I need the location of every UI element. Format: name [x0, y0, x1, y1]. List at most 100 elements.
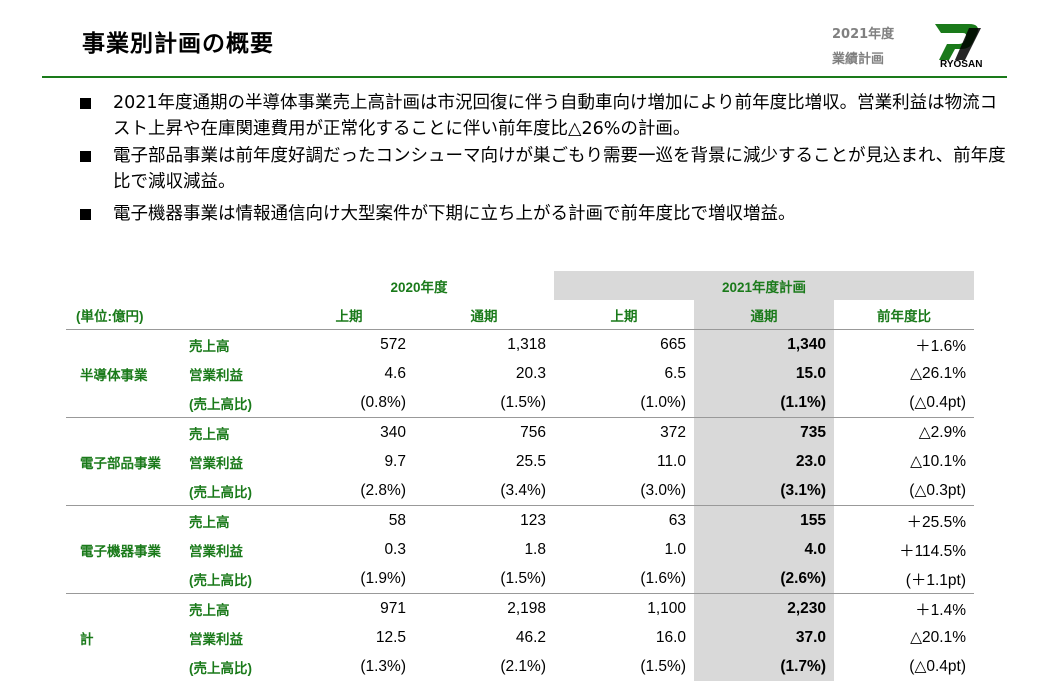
summary-bullets: 2021年度通期の半導体事業売上高計画は市況回復に伴う自動車向け増加により前年度… — [80, 90, 1010, 227]
logo-text: RYOSAN — [940, 59, 983, 70]
value-yoy: △26.1% — [910, 365, 966, 382]
value-yoy: (△0.4pt) — [909, 394, 966, 411]
value-2021-h1: 665 — [554, 329, 694, 359]
value-2021-fy: 735 — [694, 417, 834, 447]
value-yoy: △10.1% — [910, 453, 966, 470]
value-2020-h1: 340 — [284, 417, 414, 447]
value-yoy: ＋1.6% — [834, 329, 974, 359]
value-yoy: ＋1.4% — [834, 593, 974, 623]
table-group-header-row: 2020年度 2021年度計画 — [66, 271, 974, 300]
row-label: 営業利益 — [189, 455, 243, 471]
value-2020-h1: 58 — [284, 505, 414, 535]
value-2020-h1: (1.9%) — [360, 569, 406, 587]
table-row: 営業利益 4.6 20.3 6.5 15.0 △26.1% — [66, 359, 974, 388]
value-2021-fy: (3.1%) — [694, 476, 834, 506]
value-2021-h1: (1.6%) — [640, 569, 686, 587]
value-2021-h1: 6.5 — [664, 364, 686, 382]
value-2021-fy: (2.6%) — [694, 564, 834, 594]
segment-plan-table: 2020年度 2021年度計画 (単位:億円) 上期 通期 上期 通期 前年度比… — [66, 271, 974, 681]
value-2020-h1: 9.7 — [384, 452, 406, 470]
value-2020-fy: 123 — [414, 505, 554, 535]
row-label: 売上高 — [181, 593, 284, 623]
segment-name: 計 — [66, 593, 181, 681]
segment-name: 半導体事業 — [66, 329, 181, 418]
row-label: 売上高 — [181, 417, 284, 447]
row-label: 営業利益 — [189, 631, 243, 647]
col-header-2020-h1: 上期 — [335, 308, 363, 324]
value-2020-fy: 1,318 — [414, 329, 554, 359]
value-2020-fy: 20.3 — [515, 364, 546, 382]
row-label: 営業利益 — [189, 367, 243, 383]
value-yoy: ＋25.5% — [834, 505, 974, 535]
bullet-text: 2021年度通期の半導体事業売上高計画は市況回復に伴う自動車向け増加により前年度… — [113, 93, 998, 139]
segment-name: 電子部品事業 — [66, 417, 181, 506]
plan-tag-year: 2021年度 — [832, 27, 895, 42]
value-2021-h1: (1.5%) — [640, 657, 686, 675]
value-2021-fy: 37.0 — [694, 623, 834, 652]
ryosan-logo-icon — [935, 24, 981, 60]
bullet-text: 電子機器事業は情報通信向け大型案件が下期に立ち上がる計画で前年度比で増収増益。 — [113, 204, 796, 224]
table-column-header-row: (単位:億円) 上期 通期 上期 通期 前年度比 — [66, 300, 974, 330]
value-yoy: ＋114.5% — [899, 542, 966, 560]
value-2021-h1: 63 — [554, 505, 694, 535]
value-2020-fy: (1.5%) — [500, 569, 546, 587]
table-row: (売上高比) (2.8%) (3.4%) (3.0%) (3.1%) (△0.3pt) — [66, 476, 974, 506]
table-row: 電子機器事業 売上高 58 123 63 155 ＋25.5% — [66, 505, 974, 594]
value-yoy: △20.1% — [910, 629, 966, 646]
group-header-2021: 2021年度計画 — [554, 271, 974, 300]
value-2020-h1: (0.8%) — [360, 393, 406, 411]
value-2020-fy: 25.5 — [515, 452, 546, 470]
value-2021-h1: 372 — [554, 417, 694, 447]
row-label: (売上高比) — [189, 572, 252, 588]
value-2020-fy: (3.4%) — [500, 481, 546, 499]
col-header-2021-fy: 通期 — [694, 300, 834, 330]
value-2020-fy: 46.2 — [515, 628, 546, 646]
value-2020-h1: 572 — [284, 329, 414, 359]
table-row: (売上高比) (1.3%) (2.1%) (1.5%) (1.7%) (△0.4pt) — [66, 652, 974, 681]
value-2020-h1: 12.5 — [375, 628, 406, 646]
value-2021-fy: 4.0 — [694, 535, 834, 564]
segment-name: 電子機器事業 — [66, 505, 181, 594]
value-2020-fy: 756 — [414, 417, 554, 447]
group-header-2020: 2020年度 — [390, 279, 448, 295]
bullet-square-icon — [80, 151, 91, 162]
value-2021-fy: 23.0 — [694, 447, 834, 476]
col-header-yoy: 前年度比 — [877, 308, 931, 324]
value-yoy: (△0.3pt) — [909, 482, 966, 499]
value-2021-h1: (3.0%) — [640, 481, 686, 499]
value-2021-h1: 1,100 — [554, 593, 694, 623]
value-2020-fy: 2,198 — [414, 593, 554, 623]
value-2020-h1: (1.3%) — [360, 657, 406, 675]
value-yoy: (△0.4pt) — [909, 658, 966, 675]
table-row: 電子部品事業 売上高 340 756 372 735 △2.9% — [66, 417, 974, 506]
col-header-2021-h1: 上期 — [610, 308, 638, 324]
value-2021-fy: 1,340 — [694, 329, 834, 359]
table-row: (売上高比) (1.9%) (1.5%) (1.6%) (2.6%) (＋1.1pt) — [66, 564, 974, 594]
row-label: 売上高 — [181, 505, 284, 535]
value-2021-fy: (1.7%) — [694, 652, 834, 681]
table-row: 計売上高 971 2,198 1,100 2,230 ＋1.4% — [66, 593, 974, 681]
bullet-item: 2021年度通期の半導体事業売上高計画は市況回復に伴う自動車向け増加により前年度… — [80, 90, 1010, 142]
row-label: (売上高比) — [189, 396, 252, 412]
plan-tag: 2021年度 業績計画 — [832, 22, 894, 72]
value-2021-fy: 155 — [694, 505, 834, 535]
plan-tag-label: 業績計画 — [832, 52, 885, 67]
row-label: (売上高比) — [189, 660, 252, 676]
row-label: 営業利益 — [189, 543, 243, 559]
value-2021-h1: 11.0 — [656, 452, 686, 470]
table-row: (売上高比) (0.8%) (1.5%) (1.0%) (1.1%) (△0.4pt) — [66, 388, 974, 418]
table-row: 営業利益 9.7 25.5 11.0 23.0 △10.1% — [66, 447, 974, 476]
value-2021-h1: (1.0%) — [640, 393, 686, 411]
title-divider — [42, 76, 1007, 78]
value-2021-fy: 15.0 — [694, 359, 834, 388]
bullet-square-icon — [80, 209, 91, 220]
table-row: 半導体事業 売上高 572 1,318 665 1,340 ＋1.6% — [66, 329, 974, 418]
bullet-text: 電子部品事業は前年度好調だったコンシューマ向けが巣ごもり需要一巡を背景に減少する… — [113, 146, 1006, 192]
bullet-item: 電子機器事業は情報通信向け大型案件が下期に立ち上がる計画で前年度比で増収増益。 — [80, 201, 1010, 227]
value-2020-h1: (2.8%) — [360, 481, 406, 499]
table-row: 営業利益 12.5 46.2 16.0 37.0 △20.1% — [66, 623, 974, 652]
value-2020-h1: 971 — [284, 593, 414, 623]
value-yoy: △2.9% — [834, 417, 974, 447]
value-2021-h1: 1.0 — [664, 540, 686, 558]
table-row: 営業利益 0.3 1.8 1.0 4.0 ＋114.5% — [66, 535, 974, 564]
